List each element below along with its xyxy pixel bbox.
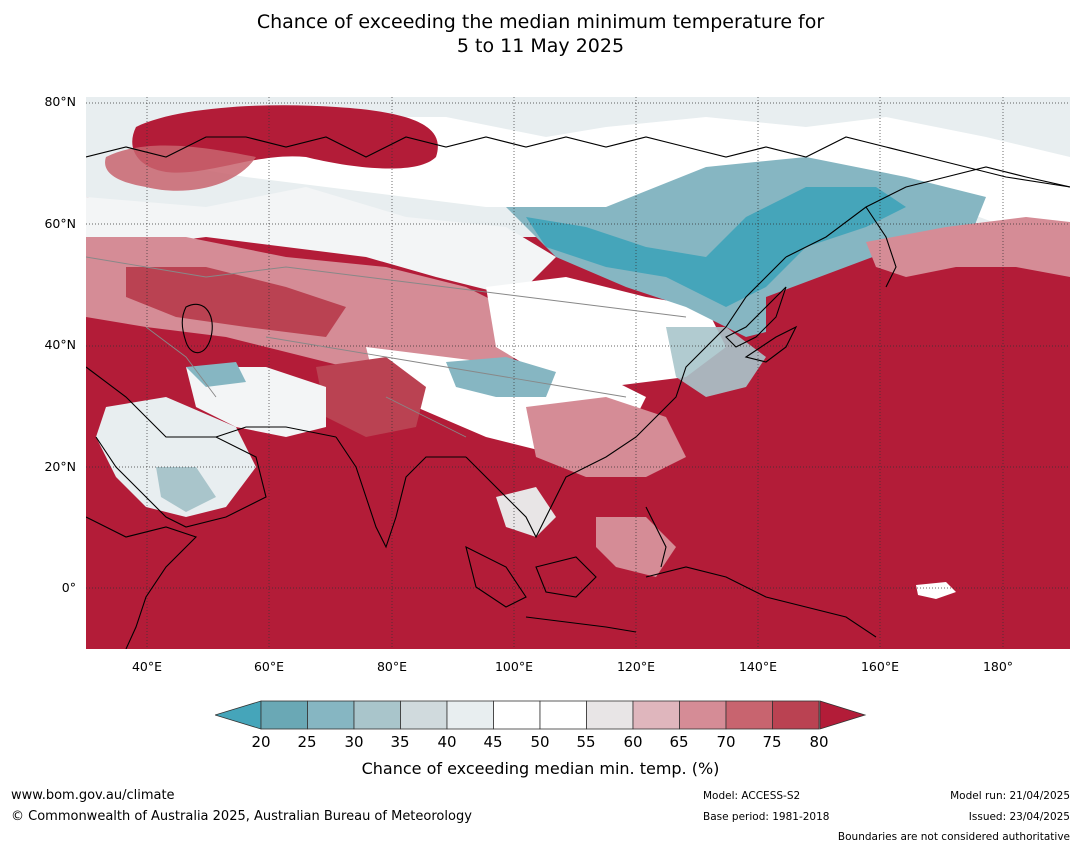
- colorbar-cell: [493, 700, 541, 730]
- legend-colorbar: [215, 700, 867, 730]
- lat-label-20n: 20°N: [44, 459, 76, 474]
- region-south-china-blue: [446, 357, 556, 397]
- colorbar-label: Chance of exceeding median min. temp. (%…: [361, 759, 720, 778]
- colorbar-tick: 80: [809, 733, 829, 751]
- region-iran-blue: [186, 362, 246, 387]
- lat-label-0: 0°: [61, 580, 76, 595]
- colorbar-high-extend: [819, 700, 867, 730]
- region-north-pacific-edge: [866, 217, 1070, 277]
- colorbar-tick: 65: [669, 733, 689, 751]
- colorbar-tick: 75: [762, 733, 782, 751]
- graticule: [86, 97, 1070, 649]
- colorbar-tick: 40: [437, 733, 457, 751]
- region-indochina-light: [496, 487, 556, 537]
- probability-map: [86, 97, 1070, 649]
- map-title-line1: Chance of exceeding the median minimum t…: [256, 11, 825, 33]
- footer-website: www.bom.gov.au/climate: [11, 788, 175, 803]
- colorbar-tick: 35: [390, 733, 410, 751]
- colorbar-tick: 50: [530, 733, 550, 751]
- lon-label-80e: 80°E: [376, 659, 408, 674]
- lon-label-60e: 60°E: [253, 659, 285, 674]
- colorbar-cell: [679, 700, 727, 730]
- colorbar-cell: [353, 700, 401, 730]
- colorbar-cell: [307, 700, 355, 730]
- region-europe-warm-edge: [105, 145, 257, 191]
- map-title-line2: 5 to 11 May 2025: [456, 35, 625, 57]
- coastlines: [86, 136, 1070, 649]
- footer-issued: Issued: 23/04/2025: [968, 811, 1070, 823]
- lon-label-40e: 40°E: [131, 659, 163, 674]
- colorbar-tick: 25: [297, 733, 317, 751]
- lat-label-60n: 60°N: [44, 216, 76, 231]
- colorbar-tick: 70: [716, 733, 736, 751]
- colorbar-low-extend: [215, 700, 262, 730]
- region-central-russia: [86, 187, 556, 297]
- region-south-china-pink: [526, 397, 686, 477]
- lon-label-140e: 140°E: [738, 659, 777, 674]
- footer-disclaimer: Boundaries are not considered authoritat…: [837, 831, 1070, 843]
- lon-label-180: 180°: [982, 659, 1014, 674]
- region-pacific-white-patch: [916, 582, 956, 599]
- colorbar-cell: [725, 700, 773, 730]
- lat-label-80n: 80°N: [44, 94, 76, 109]
- colorbar-cell: [260, 700, 308, 730]
- region-mongolia: [486, 277, 726, 387]
- colorbar-cells: [260, 700, 820, 730]
- colorbar-tick: 30: [344, 733, 364, 751]
- region-central-asia-deep: [126, 267, 346, 337]
- lon-label-120e: 120°E: [616, 659, 655, 674]
- footer-model-run: Model run: 21/04/2025: [950, 790, 1070, 802]
- colorbar-tick: 60: [623, 733, 643, 751]
- footer-model: Model: ACCESS-S2: [703, 790, 801, 802]
- lat-label-40n: 40°N: [44, 337, 76, 352]
- country-borders: [86, 256, 687, 438]
- footer-copyright: © Commonwealth of Australia 2025, Austra…: [11, 809, 472, 824]
- region-arabia-blue: [156, 467, 216, 512]
- colorbar-cell: [632, 700, 680, 730]
- region-east-siberia-deep: [526, 187, 906, 307]
- colorbar-cell: [586, 700, 634, 730]
- lon-label-160e: 160°E: [860, 659, 899, 674]
- colorbar-tick: 20: [251, 733, 271, 751]
- colorbar-cell: [772, 700, 820, 730]
- colorbar-cell: [400, 700, 448, 730]
- colorbar-cell: [446, 700, 494, 730]
- region-north-pacific-warm: [766, 227, 1070, 649]
- region-himalaya-warm: [316, 357, 426, 437]
- colorbar-tick: 45: [483, 733, 503, 751]
- map-canvas: [86, 97, 1070, 649]
- lon-label-100e: 100°E: [494, 659, 533, 674]
- footer-base-period: Base period: 1981-2018: [703, 811, 830, 823]
- colorbar-tick: 55: [576, 733, 596, 751]
- colorbar-cell: [539, 700, 587, 730]
